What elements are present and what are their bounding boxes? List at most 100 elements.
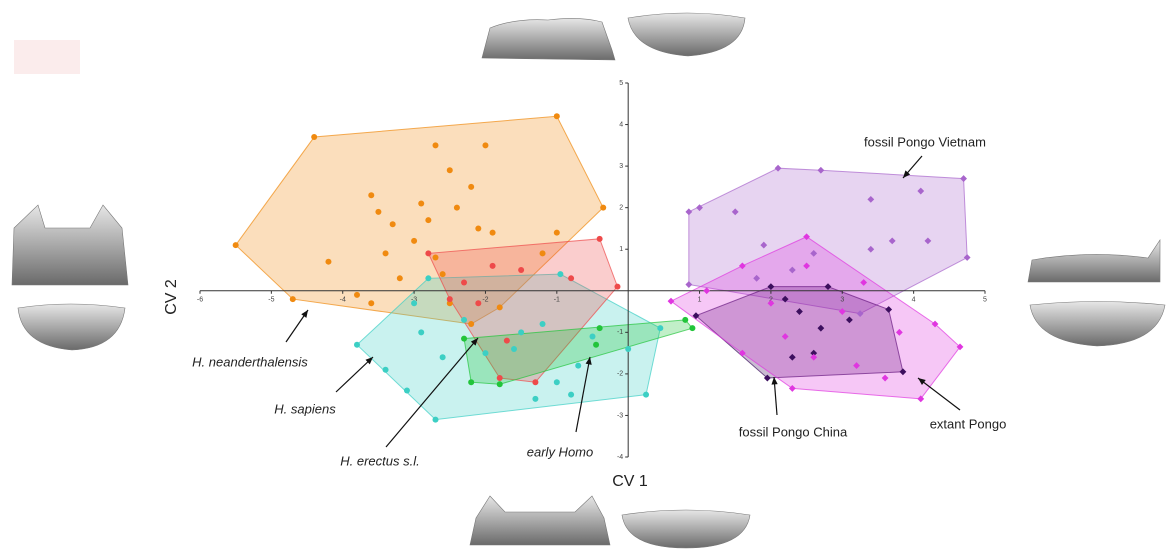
x-tick-label: 3 [840, 297, 844, 304]
point [289, 296, 296, 303]
point [817, 166, 825, 174]
arrow-head [470, 338, 478, 346]
y-tick-label: 4 [619, 121, 623, 128]
arrow-line [385, 337, 479, 448]
point [899, 368, 907, 376]
point [425, 217, 432, 224]
point [963, 254, 971, 261]
point [803, 262, 810, 270]
point [738, 349, 746, 357]
y-tick-label: 1 [619, 246, 623, 253]
y-tick-label: -2 [617, 371, 623, 378]
point [575, 362, 582, 369]
group-label: early Homo [527, 444, 593, 459]
point [763, 374, 771, 382]
y-tick-label: 3 [619, 163, 623, 170]
point [539, 250, 546, 257]
tooth-image [621, 509, 751, 549]
point [382, 366, 389, 373]
point [439, 354, 446, 361]
point [354, 291, 360, 298]
point [411, 237, 418, 244]
point [503, 337, 510, 344]
group-hull [463, 319, 694, 385]
point [496, 375, 503, 382]
point [838, 308, 846, 315]
hulls [235, 115, 968, 421]
point [489, 262, 496, 269]
point [425, 275, 432, 282]
point [482, 350, 489, 357]
point [518, 329, 525, 336]
arrow-head [365, 357, 373, 365]
group-label: extant Pongo [930, 416, 1007, 431]
point [860, 279, 868, 286]
point [482, 142, 489, 149]
point [614, 283, 621, 290]
point [432, 254, 439, 261]
point [389, 221, 396, 228]
point [625, 345, 632, 352]
point [453, 204, 460, 211]
point [853, 362, 860, 369]
x-tick-label: -2 [482, 297, 488, 304]
point [432, 142, 439, 149]
point [568, 391, 575, 398]
point [824, 283, 832, 291]
x-tick-label: -6 [197, 297, 203, 304]
point [468, 321, 475, 328]
point [685, 281, 693, 288]
point [692, 312, 700, 320]
x-tick-label: 4 [912, 297, 916, 304]
y-axis-title: CV 2 [163, 279, 180, 315]
x-tick-label: -4 [340, 297, 346, 304]
point [788, 353, 796, 361]
faded-badge [14, 40, 80, 74]
group-label: H. sapiens [274, 401, 336, 416]
point [703, 287, 711, 295]
point [475, 225, 482, 232]
point [767, 283, 775, 291]
group-label: fossil Pongo Vietnam [864, 134, 986, 149]
point [781, 333, 789, 340]
point [781, 295, 789, 303]
arrow-line [335, 356, 374, 393]
y-tick-label: -3 [617, 412, 623, 419]
point [810, 249, 818, 257]
point [368, 192, 375, 199]
y-tick-label: -4 [617, 454, 623, 461]
point [657, 325, 664, 332]
point [368, 300, 375, 307]
point [589, 333, 596, 340]
point [568, 275, 575, 282]
group-hull [235, 115, 604, 325]
point [382, 250, 389, 257]
arrow-head [771, 377, 778, 385]
point [496, 381, 503, 388]
tooth-image [1029, 301, 1166, 347]
point [557, 271, 564, 278]
x-tick-label: -1 [554, 297, 560, 304]
y-tick-label: 5 [619, 80, 623, 87]
point [553, 379, 560, 386]
point [411, 300, 418, 307]
point [803, 233, 810, 241]
group-label: H. erectus s.l. [340, 453, 419, 468]
point [867, 195, 875, 203]
point [461, 279, 468, 286]
point [593, 341, 600, 348]
point [325, 258, 332, 265]
y-tick-label: -1 [617, 329, 623, 336]
arrow-head [585, 357, 592, 365]
point [767, 299, 775, 307]
point [788, 385, 796, 392]
point [696, 204, 703, 212]
point [881, 374, 889, 382]
point [796, 308, 803, 315]
point [403, 387, 410, 394]
x-axis-title: CV 1 [612, 473, 648, 490]
arrow-head [918, 378, 926, 385]
tooth-image [469, 495, 611, 546]
point [425, 250, 432, 257]
point [461, 316, 468, 323]
